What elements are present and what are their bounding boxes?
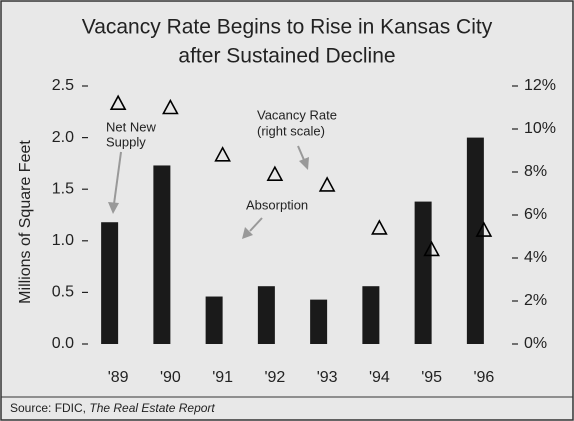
vacancy-marker (214, 146, 231, 162)
source-text: The Real Estate Report (89, 401, 215, 415)
bar (310, 299, 328, 344)
bar (362, 286, 380, 344)
x-tick-label: '93 (317, 369, 338, 386)
chart-title: Vacancy Rate Begins to Rise in Kansas Ci… (82, 16, 493, 39)
annotation: Supply (106, 134, 146, 149)
x-tick-label: '96 (473, 369, 494, 386)
y2-tick-label: 6% (524, 206, 547, 223)
vacancy-marker (423, 240, 440, 257)
y-tick-label: 1.0 (52, 232, 74, 249)
bar (205, 296, 223, 344)
y-tick-label: 1.5 (52, 180, 74, 197)
annotation: Vacancy Rate (257, 107, 337, 122)
bar (153, 165, 171, 344)
chart-title: after Sustained Decline (178, 45, 395, 68)
vacancy-marker (475, 221, 493, 237)
y2-tick-label: 2% (524, 292, 547, 309)
y2-tick-label: 4% (524, 249, 547, 266)
y2-tick-label: 12% (524, 77, 556, 94)
y-tick-label: 2.5 (52, 77, 74, 94)
y-tick-label: 0.0 (52, 335, 74, 352)
x-tick-label: '94 (369, 369, 390, 386)
x-tick-label: '92 (264, 369, 285, 386)
y-tick-label: 0.5 (52, 284, 74, 301)
vacancy-marker (318, 176, 336, 192)
annotation: Net New (106, 119, 156, 134)
y-tick-label: 2.0 (52, 129, 74, 146)
bar (101, 222, 119, 344)
bar (466, 137, 484, 344)
annotation: Absorption (246, 197, 308, 212)
source: Source: FDIC, The Real Estate Report (10, 401, 215, 415)
bar (414, 201, 432, 344)
x-tick-label: '90 (160, 369, 181, 386)
y-axis-label: Millions of Square Feet (17, 140, 34, 304)
vacancy-marker (266, 165, 284, 181)
x-tick-label: '89 (108, 369, 129, 386)
y2-tick-label: 8% (524, 163, 547, 180)
bar (257, 286, 275, 344)
annotation: (right scale) (257, 123, 325, 138)
vacancy-marker (162, 98, 179, 115)
vacancy-marker (109, 94, 127, 110)
source-text: Source: FDIC, (10, 401, 89, 415)
x-tick-label: '95 (421, 369, 442, 386)
arrows (108, 145, 309, 239)
y2-tick-label: 0% (524, 335, 547, 352)
vacancy-marker (371, 219, 388, 235)
y2-tick-label: 10% (524, 120, 556, 137)
x-tick-label: '91 (212, 369, 233, 386)
